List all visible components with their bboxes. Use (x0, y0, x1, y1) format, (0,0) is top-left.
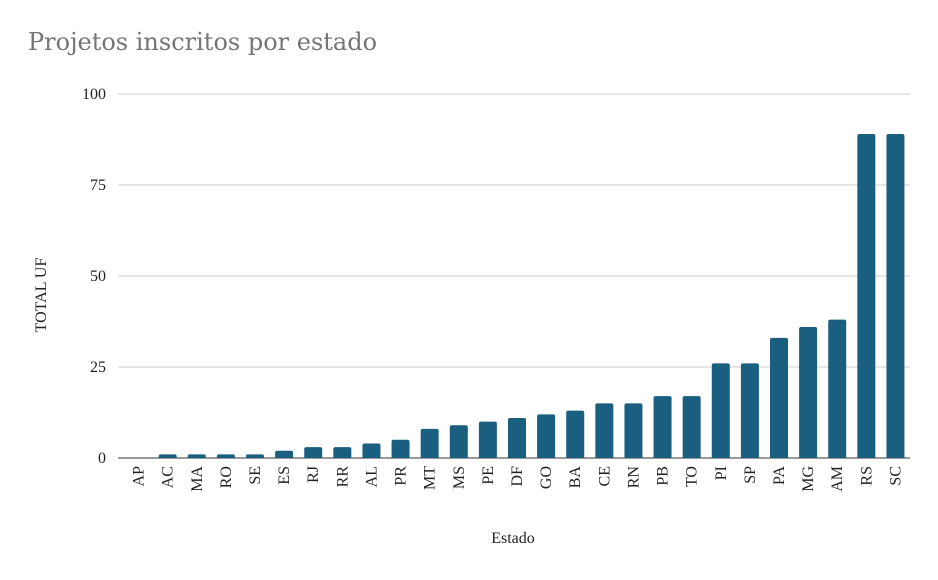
x-tick-label: ES (276, 466, 293, 485)
bar-go (537, 414, 556, 458)
x-tick-label: SC (887, 466, 904, 486)
y-tick-label: 100 (82, 86, 106, 103)
x-tick-label: CE (596, 466, 613, 486)
y-tick-label: 25 (90, 359, 106, 376)
x-tick-label: MG (800, 466, 817, 492)
bar-se (246, 454, 264, 458)
bar-ce (595, 403, 614, 458)
bar-df (508, 417, 526, 458)
bar-rj (304, 447, 323, 458)
bar-ac (158, 454, 177, 458)
y-tick-label: 75 (90, 177, 106, 194)
x-tick-label: BA (567, 466, 584, 489)
x-tick-label: TO (684, 466, 701, 487)
x-axis-label: Estado (491, 530, 535, 547)
bar-sc (886, 134, 905, 459)
bar-pr (391, 439, 410, 458)
x-tick-label: PE (480, 466, 497, 485)
bar-ba (566, 410, 585, 458)
bar-mt (420, 428, 439, 458)
bar-mg (799, 326, 818, 458)
x-tick-label: DF (509, 466, 526, 487)
bar-rs (857, 134, 876, 459)
bar-ma (187, 454, 206, 458)
x-tick-label: PA (771, 466, 788, 485)
x-tick-label: PR (393, 466, 410, 486)
y-tick-label: 0 (98, 450, 106, 467)
bar-rr (333, 447, 352, 458)
x-tick-label: PI (713, 466, 730, 480)
x-tick-label: AL (363, 466, 380, 487)
bar-sp (740, 363, 759, 458)
chart-title: Projetos inscritos por estado (28, 28, 378, 56)
bar-pb (653, 396, 672, 458)
bar-ro (216, 454, 235, 458)
bar-rn (624, 403, 643, 458)
x-tick-label: MT (422, 466, 439, 490)
x-tick-label: PB (655, 466, 672, 486)
x-tick-label: MS (451, 466, 468, 489)
y-tick-label: 50 (90, 268, 106, 285)
x-tick-label: RO (218, 466, 235, 488)
x-tick-label: RS (858, 466, 875, 486)
x-tick-label: RJ (305, 466, 322, 483)
bar-am (828, 319, 847, 458)
bar-ms (449, 425, 468, 458)
x-tick-label: GO (538, 466, 555, 489)
x-tick-label: MA (189, 466, 206, 492)
x-tick-label: AC (160, 466, 177, 488)
bar-to (682, 396, 701, 458)
bar-pe (478, 421, 497, 458)
x-tick-label: SE (247, 466, 264, 485)
x-tick-label: AP (131, 466, 148, 487)
x-tick-label: RR (334, 466, 351, 488)
bar-al (362, 443, 381, 458)
bar-pi (711, 363, 730, 458)
bar-pa (770, 337, 788, 458)
x-tick-label: AM (829, 466, 846, 492)
x-tick-label: RN (625, 466, 642, 489)
x-tick-label: SP (742, 466, 759, 484)
bar-es (275, 450, 294, 458)
